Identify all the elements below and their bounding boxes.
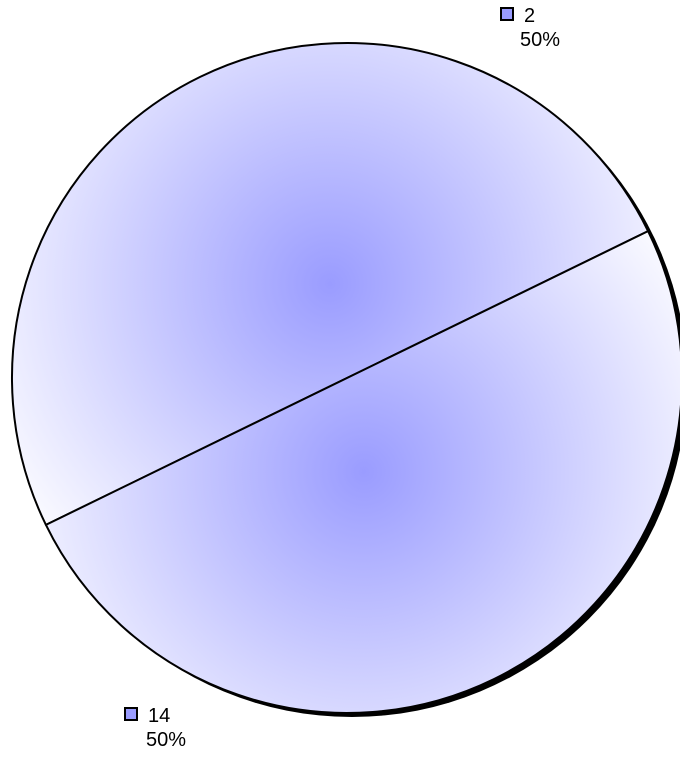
legend-item-2: 2 50% (500, 6, 560, 50)
pie-slice-2 (11, 42, 650, 526)
pie-slice-14 (44, 230, 680, 714)
legend-percent-2: 50% (520, 29, 561, 51)
legend-label-2: 2 (524, 5, 536, 27)
legend-percent-14: 50% (146, 729, 187, 751)
legend-label-14: 14 (148, 705, 171, 727)
legend-item-14: 14 50% (124, 706, 186, 750)
legend-swatch-14 (124, 707, 138, 721)
legend-swatch-2 (500, 7, 514, 21)
